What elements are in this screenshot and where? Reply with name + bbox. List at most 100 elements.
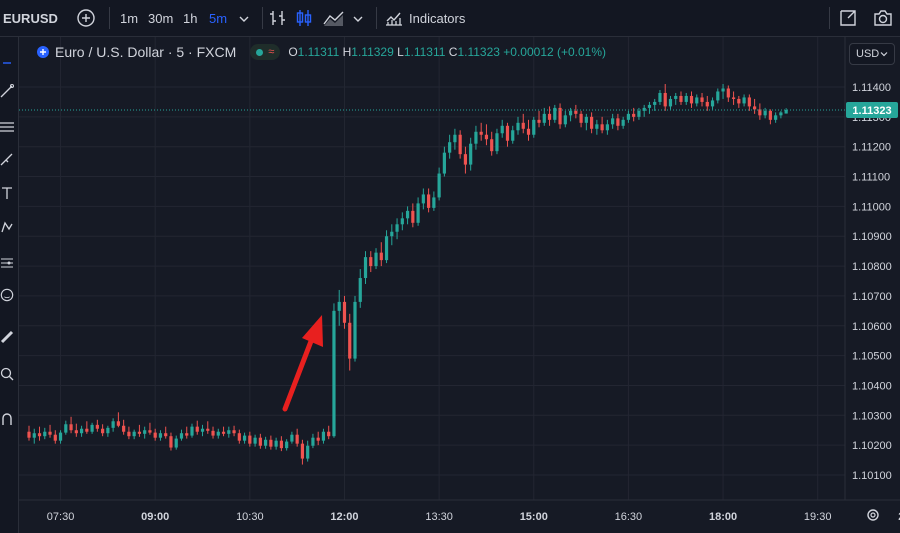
time-axis[interactable]: 07:30 09:00 10:30 12:00 13:30 15:00 16:30 18:00… — [47, 511, 900, 523]
pattern-tool-icon[interactable] — [0, 219, 14, 235]
candle-body — [721, 88, 725, 92]
candle — [737, 95, 741, 108]
plus-circle-icon[interactable] — [76, 8, 96, 28]
candle — [621, 116, 625, 129]
candle — [774, 112, 778, 123]
candle-body — [158, 433, 163, 438]
interval-1m[interactable]: 1m — [120, 0, 138, 36]
candle — [605, 119, 609, 135]
emoji-tool-icon[interactable] — [0, 287, 14, 303]
candle — [158, 430, 163, 441]
candle-body — [395, 224, 399, 232]
price-tick-label: 1.10500 — [852, 351, 892, 363]
candle — [411, 203, 415, 228]
fib-tool-icon[interactable] — [0, 119, 14, 135]
candle — [342, 295, 347, 329]
candle-body — [269, 439, 273, 447]
candle-body — [306, 445, 310, 459]
camera-icon[interactable] — [872, 8, 894, 28]
interval-30m[interactable]: 30m — [148, 0, 173, 36]
candle-body — [327, 431, 331, 437]
symbol-search[interactable]: EURUSD — [3, 0, 58, 36]
candle-body — [674, 95, 678, 99]
candle — [553, 104, 557, 123]
time-tick-label: 10:30 — [236, 511, 264, 523]
candle — [490, 131, 494, 156]
candle-body — [500, 125, 504, 134]
interval-5m[interactable]: 5m — [209, 0, 227, 36]
candle-body — [448, 142, 452, 153]
candle — [74, 423, 78, 437]
candle-body — [95, 424, 99, 429]
candle-body — [101, 428, 105, 434]
time-tick-label: 15:00 — [520, 511, 548, 523]
candle — [148, 422, 152, 435]
candle-body — [242, 435, 247, 441]
candle — [558, 103, 562, 129]
brush-tool-icon[interactable] — [0, 151, 14, 167]
area-style-icon[interactable] — [322, 8, 346, 28]
price-tick-label: 1.11200 — [852, 142, 891, 154]
candle-style-icon[interactable] — [294, 8, 314, 28]
ruler-tool-icon[interactable] — [0, 329, 14, 345]
fullscreen-icon[interactable] — [838, 8, 858, 28]
candle-body — [358, 278, 362, 302]
crosshair-tool-icon[interactable] — [0, 51, 14, 67]
chevron-down-icon[interactable] — [238, 12, 250, 24]
candle-body — [311, 437, 315, 446]
price-chart[interactable]: 1.114001.113001.112001.111001.110001.109… — [19, 37, 900, 533]
interval-1h[interactable]: 1h — [183, 0, 197, 36]
candle — [705, 95, 709, 111]
candle-body — [553, 107, 557, 120]
candle — [516, 116, 520, 135]
candle-body — [137, 431, 142, 434]
candle — [179, 429, 184, 441]
currency-select[interactable]: USD — [849, 43, 895, 65]
candle-body — [542, 113, 546, 123]
price-axis[interactable]: 1.114001.113001.112001.111001.110001.109… — [852, 82, 892, 482]
candle-body — [379, 252, 383, 261]
candle-body — [127, 431, 131, 437]
candle — [731, 91, 736, 105]
candle — [85, 421, 89, 434]
settings-gear-icon[interactable] — [867, 509, 879, 521]
symbol-title[interactable]: Euro / U.S. Dollar · 5 · FXCM — [55, 44, 237, 60]
candle — [500, 119, 504, 138]
candle — [611, 113, 615, 129]
price-tick-label: 1.11100 — [852, 172, 890, 184]
chevron-down-icon[interactable] — [352, 12, 364, 24]
market-status-badge[interactable]: ≈ — [250, 44, 281, 60]
candle — [716, 88, 720, 104]
candle-body — [279, 440, 283, 449]
zoom-tool-icon[interactable] — [0, 366, 14, 382]
candle — [106, 425, 110, 437]
time-tick-label: 19:30 — [804, 511, 832, 523]
candle-body — [442, 152, 446, 174]
candle — [211, 426, 215, 439]
magnet-tool-icon[interactable] — [0, 411, 14, 427]
candle — [505, 122, 510, 147]
candle — [384, 230, 389, 264]
candle — [453, 128, 457, 150]
prediction-tool-icon[interactable] — [0, 255, 14, 271]
candle — [348, 313, 352, 371]
candle — [658, 89, 662, 105]
candle-body — [390, 231, 394, 237]
bar-style-icon[interactable] — [268, 8, 288, 28]
candle-body — [547, 113, 552, 120]
candle-body — [574, 110, 578, 114]
trendline-tool-icon[interactable] — [0, 83, 14, 99]
indicators-button[interactable]: Indicators — [384, 0, 465, 36]
price-tick-label: 1.10100 — [852, 470, 892, 482]
candle-body — [106, 427, 110, 434]
candle-body — [511, 130, 515, 141]
candle-body — [185, 433, 189, 436]
price-tick-label: 1.10300 — [852, 410, 892, 422]
time-tick-label: 09:00 — [141, 511, 169, 523]
candle-body — [710, 100, 715, 107]
text-tool-icon[interactable] — [0, 185, 14, 201]
drawing-toolbar — [0, 37, 19, 533]
candle — [242, 432, 247, 444]
candle — [143, 426, 147, 439]
candle — [753, 98, 757, 114]
